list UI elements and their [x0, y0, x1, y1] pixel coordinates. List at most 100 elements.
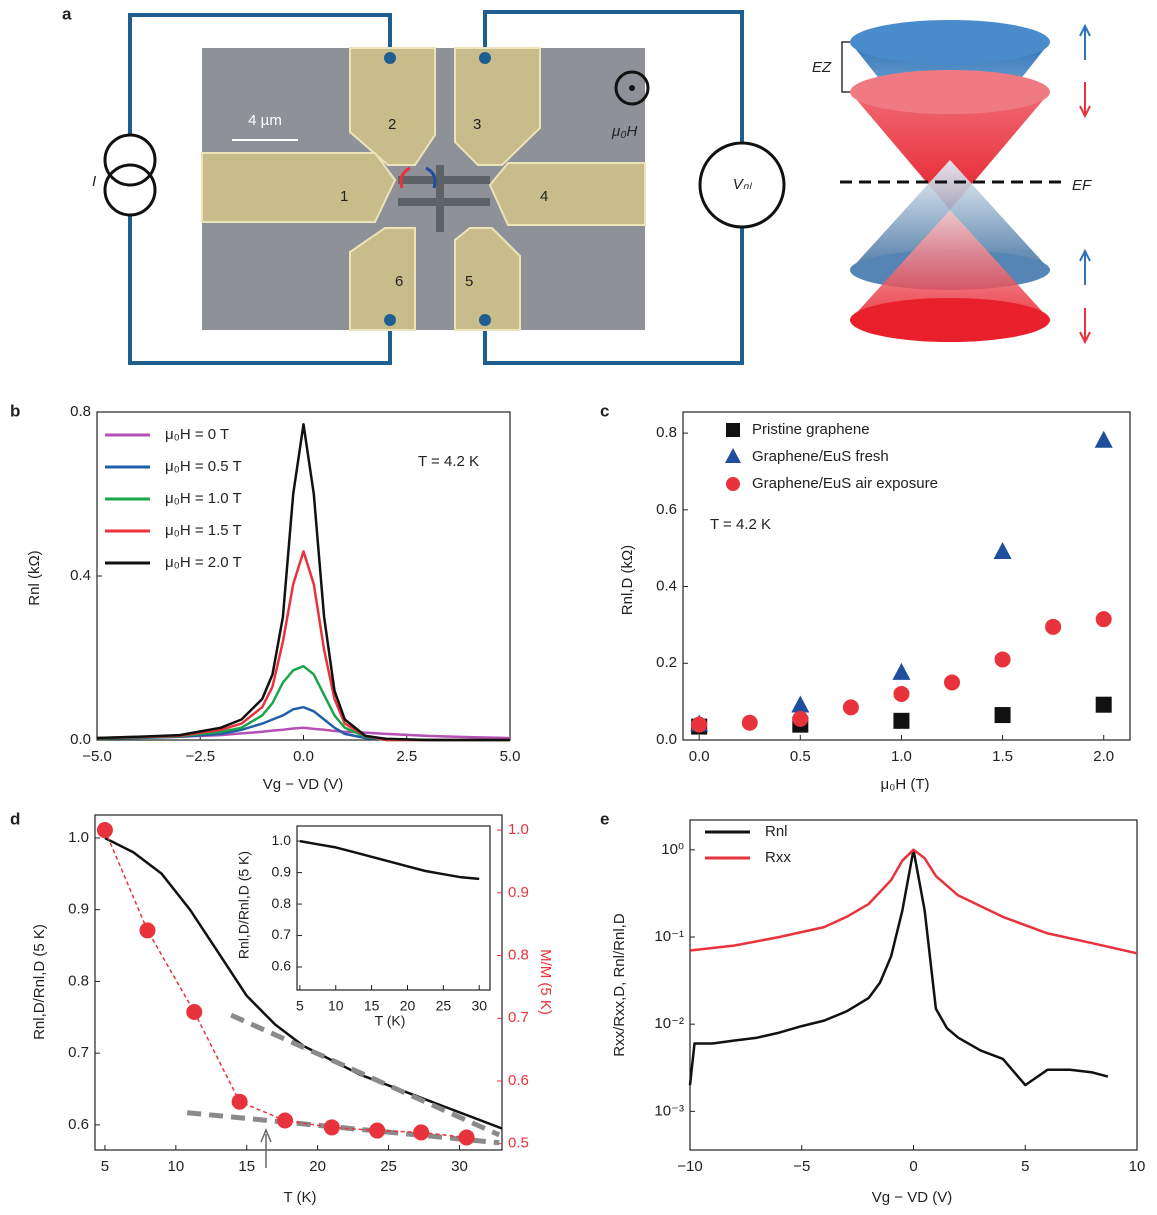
x-tick-label: 5: [101, 1158, 109, 1175]
x-tick-label: 5.0: [500, 748, 521, 765]
marker: [944, 674, 961, 691]
spin-arrow: [425, 166, 437, 189]
marker: [323, 1119, 340, 1136]
spin-arrow: [399, 166, 411, 189]
plot-frame: [682, 411, 1131, 741]
x-tick-label: 30: [451, 1158, 468, 1175]
y-tick-label: 0.8: [70, 403, 91, 420]
y-tick-label: 0.6: [68, 1116, 89, 1133]
y2-tick-label: 0.7: [508, 1009, 529, 1026]
x-tick-label: −5: [793, 1158, 810, 1175]
plot-frame: [94, 814, 503, 1151]
panel-letter: b: [10, 401, 20, 420]
y-tick-label: 0.7: [68, 1044, 89, 1061]
marker: [893, 712, 910, 729]
scale-label: 4 µm: [248, 112, 282, 129]
legend-swatch: [725, 448, 741, 463]
legend-label: Rnl: [765, 823, 788, 840]
marker: [1095, 696, 1112, 713]
panel-letter: a: [62, 4, 72, 23]
x-axis-label: T (K): [375, 1013, 406, 1029]
terminal: [384, 52, 396, 64]
field-symbol: [629, 85, 635, 91]
x-tick-label: 20: [309, 1158, 326, 1175]
series-line: [230, 1012, 501, 1138]
spin-arrows: [1079, 23, 1091, 345]
panel-letter: c: [600, 401, 609, 420]
marker: [893, 685, 910, 702]
marker: [691, 716, 708, 733]
x-tick-label: −2.5: [185, 748, 215, 765]
series-line: [688, 848, 1109, 1087]
marker: [458, 1129, 475, 1146]
marker: [96, 822, 113, 839]
y2-tick-label: 0.8: [508, 946, 529, 963]
x-tick-label: 0.0: [293, 748, 314, 765]
voltmeter: [698, 141, 786, 229]
x-tick-label: 5: [1021, 1158, 1029, 1175]
x-tick-label: 20: [400, 998, 416, 1014]
plot-frame: [689, 819, 1138, 1151]
x-tick-label: 0: [909, 1158, 917, 1175]
cone: [850, 298, 1050, 342]
pointer-arrow: [260, 1128, 272, 1168]
y-axis-label: Rxx/Rxx,D, Rnl/Rnl,D: [611, 913, 628, 1057]
marker: [277, 1112, 294, 1129]
marker: [1095, 611, 1112, 628]
y2-tick-label: 1.0: [508, 821, 529, 838]
y-tick-label: 0.6: [272, 958, 292, 974]
annotation: T = 4.2 K: [710, 516, 771, 533]
y-tick-label: 10⁻¹: [654, 928, 684, 945]
legend-label: μ₀H = 0 T: [165, 426, 229, 443]
y-tick-label: 10⁻²: [654, 1015, 684, 1032]
x-tick-label: −10: [677, 1158, 702, 1175]
y-tick-label: 0.8: [272, 895, 292, 911]
marker: [994, 651, 1011, 668]
x-tick-label: 25: [436, 998, 452, 1014]
contact-label: 6: [395, 273, 403, 290]
voltage-label: Vₙₗ: [733, 176, 753, 193]
x-tick-label: −5.0: [82, 748, 112, 765]
legend-label: μ₀H = 1.0 T: [165, 490, 242, 507]
marker: [231, 1093, 248, 1110]
x-tick-label: 1.0: [891, 748, 912, 765]
y2-tick-label: 0.9: [508, 884, 529, 901]
x-axis-label: μ₀H (T): [880, 776, 929, 793]
y2-tick-label: 0.5: [508, 1135, 529, 1152]
y-tick-label: 0.4: [70, 567, 91, 584]
plot-frame: [296, 825, 491, 991]
series-line: [186, 1110, 500, 1146]
legend-swatch: [726, 423, 740, 437]
marker: [1094, 430, 1113, 448]
y-tick-label: 1.0: [272, 832, 292, 848]
x-tick-label: 30: [471, 998, 487, 1014]
y-tick-label: 0.9: [272, 863, 292, 879]
series-line: [689, 848, 1138, 955]
y-tick-label: 0.9: [68, 901, 89, 918]
marker: [413, 1124, 430, 1141]
legend-label: Pristine graphene: [752, 421, 870, 438]
legend-label: μ₀H = 1.5 T: [165, 522, 242, 539]
current-label: I: [92, 173, 96, 190]
channel: [398, 165, 490, 232]
marker: [792, 710, 809, 727]
series-line: [96, 550, 510, 742]
x-axis-label: T (K): [283, 1189, 316, 1206]
y-tick-label: 10⁻³: [654, 1102, 684, 1119]
contact-label: 3: [473, 116, 481, 133]
x-tick-label: 1.5: [992, 748, 1013, 765]
field-label: μ₀H: [611, 123, 638, 140]
y-tick-label: 1.0: [68, 829, 89, 846]
contact-label: 1: [340, 188, 348, 205]
zeeman-label: EZ: [812, 59, 832, 76]
current-source: [103, 163, 157, 217]
y-tick-label: 10⁰: [661, 841, 684, 858]
cone: [850, 70, 1050, 114]
y-tick-label: 0.8: [656, 424, 677, 441]
x-tick-label: 25: [380, 1158, 397, 1175]
contact-label: 2: [388, 116, 396, 133]
x-tick-label: 0.0: [689, 748, 710, 765]
legend-label: Rxx: [765, 849, 791, 866]
x-tick-label: 0.5: [790, 748, 811, 765]
